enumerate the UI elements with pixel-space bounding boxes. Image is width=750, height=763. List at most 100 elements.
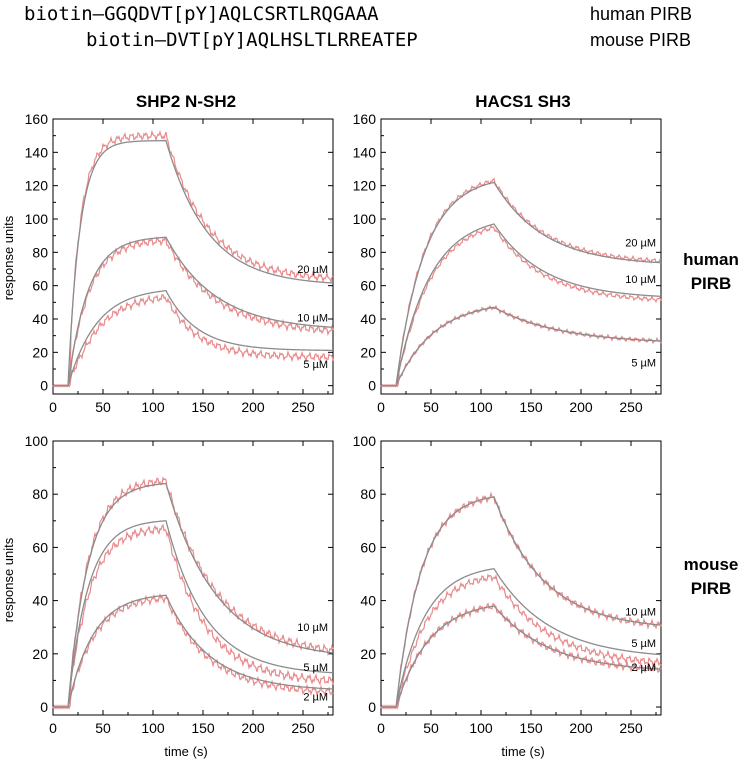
y-tick-label: 20 xyxy=(32,344,48,360)
y-tick-label: 160 xyxy=(353,111,377,127)
y-tick-label: 100 xyxy=(25,211,49,227)
x-tick-label: 100 xyxy=(469,399,493,415)
x-tick-label: 150 xyxy=(191,399,215,415)
x-tick-label: 50 xyxy=(423,720,439,736)
y-tick-label: 60 xyxy=(360,539,376,555)
plot-frame xyxy=(380,118,662,395)
y-tick-label: 0 xyxy=(368,699,376,715)
data-trace xyxy=(380,224,662,388)
data-trace xyxy=(52,294,334,388)
x-tick-label: 200 xyxy=(569,720,593,736)
fit-curve xyxy=(53,482,334,708)
data-trace xyxy=(380,177,662,388)
peptide-sequence-human: biotin–GGQDVT[pY]AQLCSRTLRQGAAA xyxy=(24,3,379,25)
y-tick-label: 0 xyxy=(40,378,48,394)
concentration-label: 5 µM xyxy=(303,662,328,674)
concentration-label: 5 µM xyxy=(631,357,656,369)
x-tick-label: 50 xyxy=(95,720,111,736)
peptide-sequence-mouse: biotin–DVT[pY]AQLHSLTLRREATEP xyxy=(86,29,418,51)
y-tick-label: 0 xyxy=(40,699,48,715)
fit-curve xyxy=(381,181,662,387)
y-tick-label: 100 xyxy=(25,433,49,449)
y-axis-label-bottom: response units xyxy=(1,537,16,622)
column-title-hacs1: HACS1 SH3 xyxy=(475,92,570,111)
y-tick-label: 40 xyxy=(360,593,376,609)
concentration-label: 2 µM xyxy=(631,662,656,674)
concentration-label: 10 µM xyxy=(297,312,328,324)
fit-curve xyxy=(381,605,662,708)
data-trace xyxy=(52,235,334,388)
x-tick-label: 50 xyxy=(423,399,439,415)
y-tick-label: 160 xyxy=(25,111,49,127)
peptide-species-mouse: mouse PIRB xyxy=(590,30,691,50)
y-tick-label: 40 xyxy=(32,593,48,609)
y-tick-label: 140 xyxy=(25,144,49,160)
y-tick-label: 100 xyxy=(353,433,377,449)
x-tick-label: 100 xyxy=(141,399,165,415)
x-tick-label: 200 xyxy=(241,399,265,415)
y-tick-label: 40 xyxy=(32,311,48,327)
fit-curve xyxy=(381,223,662,387)
x-tick-label: 200 xyxy=(241,720,265,736)
x-tick-label: 50 xyxy=(95,399,111,415)
y-tick-label: 120 xyxy=(25,178,49,194)
row-label-mouse-line1: mouse xyxy=(684,555,739,574)
x-tick-label: 100 xyxy=(141,720,165,736)
row-label-human-line2: PIRB xyxy=(691,274,732,293)
fit-curve xyxy=(53,140,334,387)
row-label-mouse-line2: PIRB xyxy=(691,579,732,598)
concentration-label: 10 µM xyxy=(625,606,656,618)
fit-curve xyxy=(381,306,662,387)
plot-frame xyxy=(52,118,334,395)
y-tick-label: 20 xyxy=(360,344,376,360)
row-label-human-line1: human xyxy=(683,250,739,269)
plot-frame xyxy=(380,440,662,716)
x-tick-label: 150 xyxy=(519,399,543,415)
x-tick-label: 250 xyxy=(619,720,643,736)
panel-human-hacs1: 0 50 100 150 200 250 0 20 40 60 80 100 120 140 160 20 µ… xyxy=(353,111,662,415)
x-tick-label: 250 xyxy=(291,720,315,736)
fit-curve xyxy=(381,567,662,708)
y-tick-label: 20 xyxy=(360,646,376,662)
fit-curve xyxy=(53,594,334,708)
concentration-label: 10 µM xyxy=(297,622,328,634)
y-tick-label: 80 xyxy=(32,486,48,502)
x-tick-label: 150 xyxy=(519,720,543,736)
concentration-label: 5 µM xyxy=(303,359,328,371)
fit-curve xyxy=(53,520,334,708)
y-tick-label: 40 xyxy=(360,311,376,327)
peptide-species-human: human PIRB xyxy=(590,4,692,24)
data-trace xyxy=(380,304,662,388)
concentration-label: 2 µM xyxy=(303,691,328,703)
y-tick-label: 60 xyxy=(32,278,48,294)
x-tick-label: 0 xyxy=(49,720,57,736)
x-tick-label: 100 xyxy=(469,720,493,736)
x-tick-label: 0 xyxy=(377,399,385,415)
fit-curve xyxy=(53,289,334,387)
y-tick-label: 80 xyxy=(360,244,376,260)
y-axis-label-top: response units xyxy=(1,215,16,300)
concentration-label: 5 µM xyxy=(631,638,656,650)
plot-frame xyxy=(52,440,334,716)
data-trace xyxy=(52,523,334,710)
fit-curve xyxy=(53,236,334,387)
x-axis-label-left: time (s) xyxy=(164,744,207,759)
data-trace xyxy=(52,129,334,388)
panel-mouse-shp2: 0 50 100 150 200 250 0 20 40 60 80 100 10 µM 5 µM 2 µM xyxy=(25,433,334,736)
concentration-label: 20 µM xyxy=(297,264,328,276)
column-title-shp2: SHP2 N-SH2 xyxy=(136,92,236,111)
y-tick-label: 60 xyxy=(360,278,376,294)
x-tick-label: 150 xyxy=(191,720,215,736)
x-tick-label: 250 xyxy=(291,399,315,415)
concentration-label: 10 µM xyxy=(625,274,656,286)
x-tick-label: 0 xyxy=(49,399,57,415)
y-tick-label: 80 xyxy=(360,486,376,502)
y-tick-label: 20 xyxy=(32,646,48,662)
data-trace xyxy=(52,592,334,710)
data-trace xyxy=(380,573,662,710)
concentration-label: 20 µM xyxy=(625,237,656,249)
data-trace xyxy=(380,491,662,710)
x-axis-label-right: time (s) xyxy=(501,744,544,759)
fit-curve xyxy=(381,496,662,708)
